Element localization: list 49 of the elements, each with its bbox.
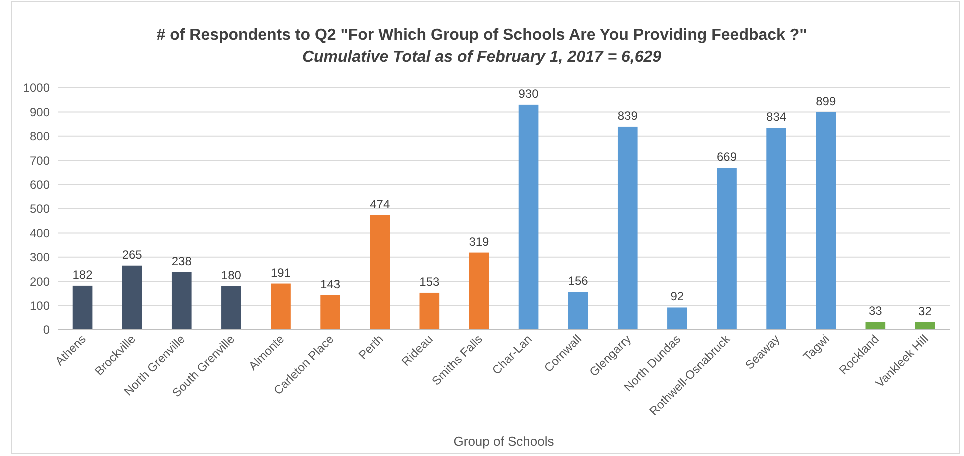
bar <box>618 126 638 330</box>
y-tick-label: 600 <box>30 178 50 192</box>
bar <box>866 322 886 330</box>
bar <box>469 252 490 330</box>
data-label: 156 <box>568 274 589 288</box>
data-label: 319 <box>469 234 490 249</box>
bar <box>568 292 588 330</box>
bar <box>72 286 93 330</box>
data-label: 474 <box>370 197 390 212</box>
data-label: 32 <box>918 304 932 318</box>
bar <box>172 272 192 330</box>
bar <box>122 266 142 330</box>
data-label: 238 <box>172 254 192 268</box>
y-tick-label: 1000 <box>23 81 50 96</box>
bar <box>420 292 440 330</box>
y-tick-label: 800 <box>30 130 50 144</box>
data-label: 182 <box>72 268 94 282</box>
y-tick-label: 900 <box>30 105 50 120</box>
bar <box>717 168 737 330</box>
data-label: 669 <box>716 150 738 164</box>
y-tick-label: 200 <box>30 274 50 289</box>
bar <box>766 128 786 330</box>
y-tick-label: 700 <box>30 154 50 168</box>
y-tick-label: 0 <box>43 323 50 338</box>
data-label: 191 <box>270 266 292 280</box>
data-label: 33 <box>868 304 883 318</box>
y-tick-label: 300 <box>30 250 50 265</box>
bar <box>816 112 836 330</box>
data-label: 265 <box>122 248 143 262</box>
bar <box>320 295 340 330</box>
bar <box>222 286 242 330</box>
data-label: 899 <box>816 94 836 108</box>
bar <box>271 284 291 330</box>
data-label: 180 <box>221 268 242 282</box>
x-axis-title: Group of Schools <box>454 434 555 449</box>
data-label: 153 <box>420 274 440 289</box>
data-label: 143 <box>320 277 341 292</box>
chart-title: # of Respondents to Q2 "For Which Group of Schools Are You Providing Feedback ?" <box>156 27 808 44</box>
data-label: 834 <box>766 110 787 124</box>
bar <box>668 308 688 330</box>
data-label: 92 <box>670 290 684 304</box>
data-label: 930 <box>518 86 540 101</box>
chart-subtitle: Cumulative Total as of February 1, 2017 = 6,629 <box>302 49 662 66</box>
y-tick-label: 400 <box>30 226 50 240</box>
bar <box>370 215 390 330</box>
y-tick-label: 100 <box>30 299 50 313</box>
data-label: 839 <box>618 108 638 123</box>
y-tick-label: 500 <box>30 202 50 216</box>
bar <box>518 104 539 330</box>
